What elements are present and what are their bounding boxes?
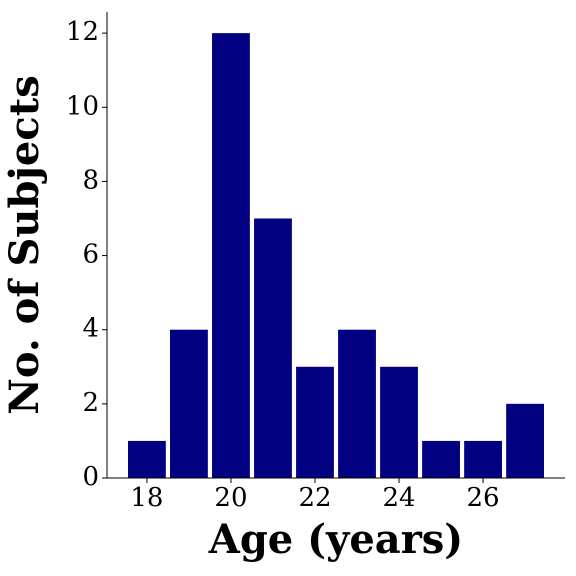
bar	[506, 403, 544, 478]
bar	[380, 366, 418, 478]
bar	[422, 440, 460, 478]
x-tick-label: 20	[214, 483, 247, 513]
bar	[464, 440, 502, 478]
y-tick-label: 10	[66, 91, 99, 121]
bar	[128, 440, 166, 478]
bar	[338, 329, 376, 478]
x-tick-label: 18	[130, 483, 163, 513]
y-tick-label: 12	[66, 17, 99, 47]
y-tick-label: 0	[82, 462, 99, 492]
y-tick-label: 2	[82, 388, 99, 418]
bar	[296, 366, 334, 478]
x-tick-label: 26	[467, 483, 500, 513]
y-tick-label: 4	[82, 314, 99, 344]
y-tick-label: 8	[82, 165, 99, 195]
bar	[212, 33, 250, 479]
y-axis-title: No. of Subjects	[1, 75, 48, 414]
y-tick-label: 6	[82, 240, 99, 270]
x-tick-label: 24	[382, 483, 415, 513]
bar	[254, 218, 292, 479]
bar	[170, 329, 208, 478]
x-axis-title: Age (years)	[208, 516, 463, 563]
x-tick-label: 22	[298, 483, 331, 513]
